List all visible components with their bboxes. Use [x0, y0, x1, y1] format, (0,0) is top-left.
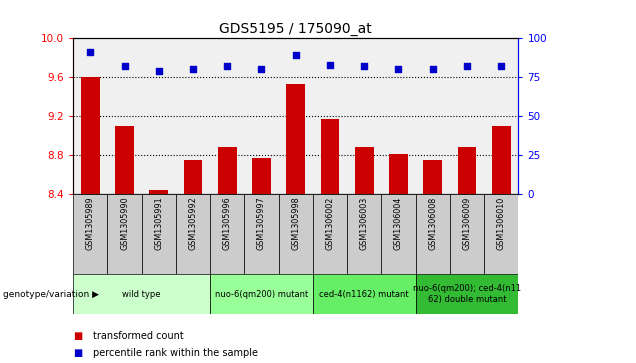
Text: ■: ■ — [73, 348, 83, 358]
Text: GSM1306008: GSM1306008 — [428, 197, 437, 250]
Point — [462, 63, 472, 69]
Bar — [424, 160, 442, 194]
Text: GSM1305997: GSM1305997 — [257, 197, 266, 250]
Point — [120, 63, 130, 69]
Bar — [457, 147, 476, 194]
Text: transformed count: transformed count — [93, 331, 184, 341]
Text: nuo-6(qm200); ced-4(n11
62) double mutant: nuo-6(qm200); ced-4(n11 62) double mutan… — [413, 284, 521, 304]
Text: GSM1306009: GSM1306009 — [462, 197, 471, 250]
Point — [291, 52, 301, 58]
Text: GSM1305998: GSM1305998 — [291, 197, 300, 250]
Bar — [73, 274, 210, 314]
Point — [394, 66, 404, 72]
Bar — [107, 194, 142, 274]
Text: GSM1306004: GSM1306004 — [394, 197, 403, 250]
Text: percentile rank within the sample: percentile rank within the sample — [93, 348, 258, 358]
Bar — [142, 194, 176, 274]
Bar — [313, 274, 415, 314]
Text: ced-4(n1162) mutant: ced-4(n1162) mutant — [319, 290, 409, 298]
Bar — [149, 190, 168, 194]
Bar — [279, 194, 313, 274]
Point — [427, 66, 438, 72]
Point — [85, 49, 95, 55]
Text: GSM1306010: GSM1306010 — [497, 197, 506, 250]
Bar — [450, 194, 484, 274]
Bar — [347, 194, 382, 274]
Bar — [244, 194, 279, 274]
Text: ■: ■ — [73, 331, 83, 341]
Bar — [321, 119, 340, 194]
Bar — [415, 274, 518, 314]
Text: GSM1305990: GSM1305990 — [120, 197, 129, 250]
Bar — [492, 126, 511, 194]
Bar — [415, 194, 450, 274]
Bar — [184, 160, 202, 194]
Bar — [210, 194, 244, 274]
Text: wild type: wild type — [122, 290, 161, 298]
Bar — [176, 194, 210, 274]
Point — [188, 66, 198, 72]
Text: nuo-6(qm200) mutant: nuo-6(qm200) mutant — [215, 290, 308, 298]
Text: GSM1305991: GSM1305991 — [155, 197, 163, 250]
Text: GSM1305996: GSM1305996 — [223, 197, 232, 250]
Point — [496, 63, 506, 69]
Point — [256, 66, 266, 72]
Point — [325, 62, 335, 68]
Text: genotype/variation ▶: genotype/variation ▶ — [3, 290, 99, 298]
Point — [222, 63, 232, 69]
Text: GSM1306002: GSM1306002 — [326, 197, 335, 250]
Bar — [382, 194, 415, 274]
Bar — [218, 147, 237, 194]
Bar — [81, 77, 100, 194]
Bar — [210, 274, 313, 314]
Bar — [484, 194, 518, 274]
Text: GSM1305992: GSM1305992 — [188, 197, 198, 250]
Bar — [73, 194, 107, 274]
Bar — [355, 147, 374, 194]
Bar — [252, 158, 271, 194]
Point — [154, 68, 164, 74]
Text: GSM1305989: GSM1305989 — [86, 197, 95, 250]
Bar — [286, 84, 305, 194]
Bar — [313, 194, 347, 274]
Text: GSM1306003: GSM1306003 — [360, 197, 369, 250]
Bar — [115, 126, 134, 194]
Bar — [389, 154, 408, 194]
Title: GDS5195 / 175090_at: GDS5195 / 175090_at — [219, 22, 372, 36]
Point — [359, 63, 370, 69]
